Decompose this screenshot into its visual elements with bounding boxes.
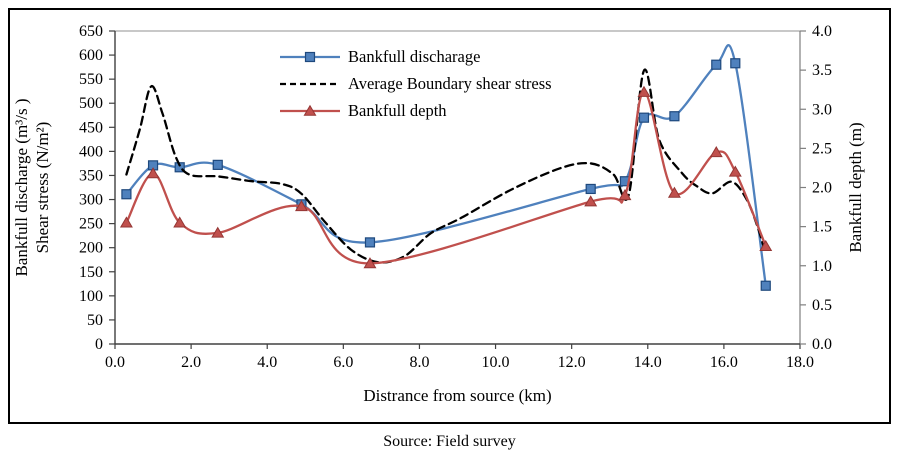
svg-text:4.0: 4.0	[812, 23, 832, 40]
legend-label-bankfull-discharge: Bankfull discharage	[348, 47, 481, 66]
y-axis-right: 0.0 0.5 1.0 1.5 2.0 2.5 3.0 3.5 4.0 Bankfull dept…	[800, 23, 865, 353]
svg-text:550: 550	[79, 71, 103, 88]
svg-text:400: 400	[79, 143, 103, 160]
svg-text:8.0: 8.0	[409, 354, 429, 371]
legend-swatch-bankfull-depth	[280, 104, 340, 116]
svg-text:150: 150	[79, 264, 103, 281]
svg-text:300: 300	[79, 192, 103, 209]
svg-text:Bankfull discharge (m³/s ): Bankfull discharge (m³/s )	[12, 98, 31, 276]
series-bankfull-depth	[125, 90, 767, 265]
svg-text:600: 600	[79, 47, 103, 64]
figure-border	[8, 8, 891, 424]
x-axis: 0.0 2.0 4.0 6.0 8.0 10.0 12.0 14.0 16.0 18.0 Distr…	[105, 344, 814, 405]
svg-text:10.0: 10.0	[482, 354, 510, 371]
svg-text:0.5: 0.5	[812, 297, 832, 314]
legend-item-bankfull-discharge: Bankfull discharage	[279, 47, 552, 66]
svg-text:350: 350	[79, 167, 103, 184]
svg-text:650: 650	[79, 23, 103, 40]
legend-swatch-bankfull-discharge	[280, 51, 340, 62]
svg-text:100: 100	[79, 288, 103, 305]
legend-swatch-avg-boundary-shear-stress	[280, 82, 340, 85]
svg-text:3.5: 3.5	[812, 62, 832, 79]
y-axis-left: 0 50 100 150 200 250 300 350 400 450 500 550 600 650 B…	[12, 23, 115, 353]
svg-text:1.5: 1.5	[812, 219, 832, 236]
svg-text:14.0: 14.0	[634, 354, 662, 371]
svg-text:250: 250	[79, 216, 103, 233]
chart-legend: Bankfull discharage Average Boundary she…	[279, 47, 552, 128]
svg-text:18.0: 18.0	[786, 354, 814, 371]
legend-label-avg-boundary-shear-stress: Average Boundary shear stress	[348, 74, 552, 93]
svg-text:2.0: 2.0	[181, 354, 201, 371]
svg-text:2.5: 2.5	[812, 140, 832, 157]
svg-text:500: 500	[79, 95, 103, 112]
plot-frame	[114, 30, 801, 345]
svg-text:1.0: 1.0	[812, 258, 832, 275]
series-average-boundary-shear-stress	[125, 68, 765, 264]
svg-text:12.0: 12.0	[558, 354, 586, 371]
source-caption: Source: Field survey	[383, 433, 516, 450]
svg-text:4.0: 4.0	[257, 354, 277, 371]
legend-label-bankfull-depth: Bankfull depth	[348, 101, 447, 120]
legend-item-avg-boundary-shear-stress: Average Boundary shear stress	[279, 74, 552, 93]
svg-text:0.0: 0.0	[812, 336, 832, 353]
svg-text:200: 200	[79, 240, 103, 257]
markers-bankfull-depth	[119, 85, 773, 269]
svg-text:16.0: 16.0	[710, 354, 738, 371]
svg-text:0: 0	[95, 336, 103, 353]
svg-text:3.0: 3.0	[812, 101, 832, 118]
svg-text:Bankfull depth (m): Bankfull depth (m)	[846, 122, 865, 252]
svg-text:6.0: 6.0	[333, 354, 353, 371]
svg-text:0.0: 0.0	[105, 354, 125, 371]
legend-item-bankfull-depth: Bankfull depth	[279, 101, 552, 120]
svg-text:450: 450	[79, 119, 103, 136]
svg-text:Distrance from source (km): Distrance from source (km)	[363, 386, 551, 405]
svg-text:Shear stress (N/m²): Shear stress (N/m²)	[33, 122, 52, 254]
svg-text:50: 50	[87, 312, 103, 329]
svg-text:2.0: 2.0	[812, 180, 832, 197]
